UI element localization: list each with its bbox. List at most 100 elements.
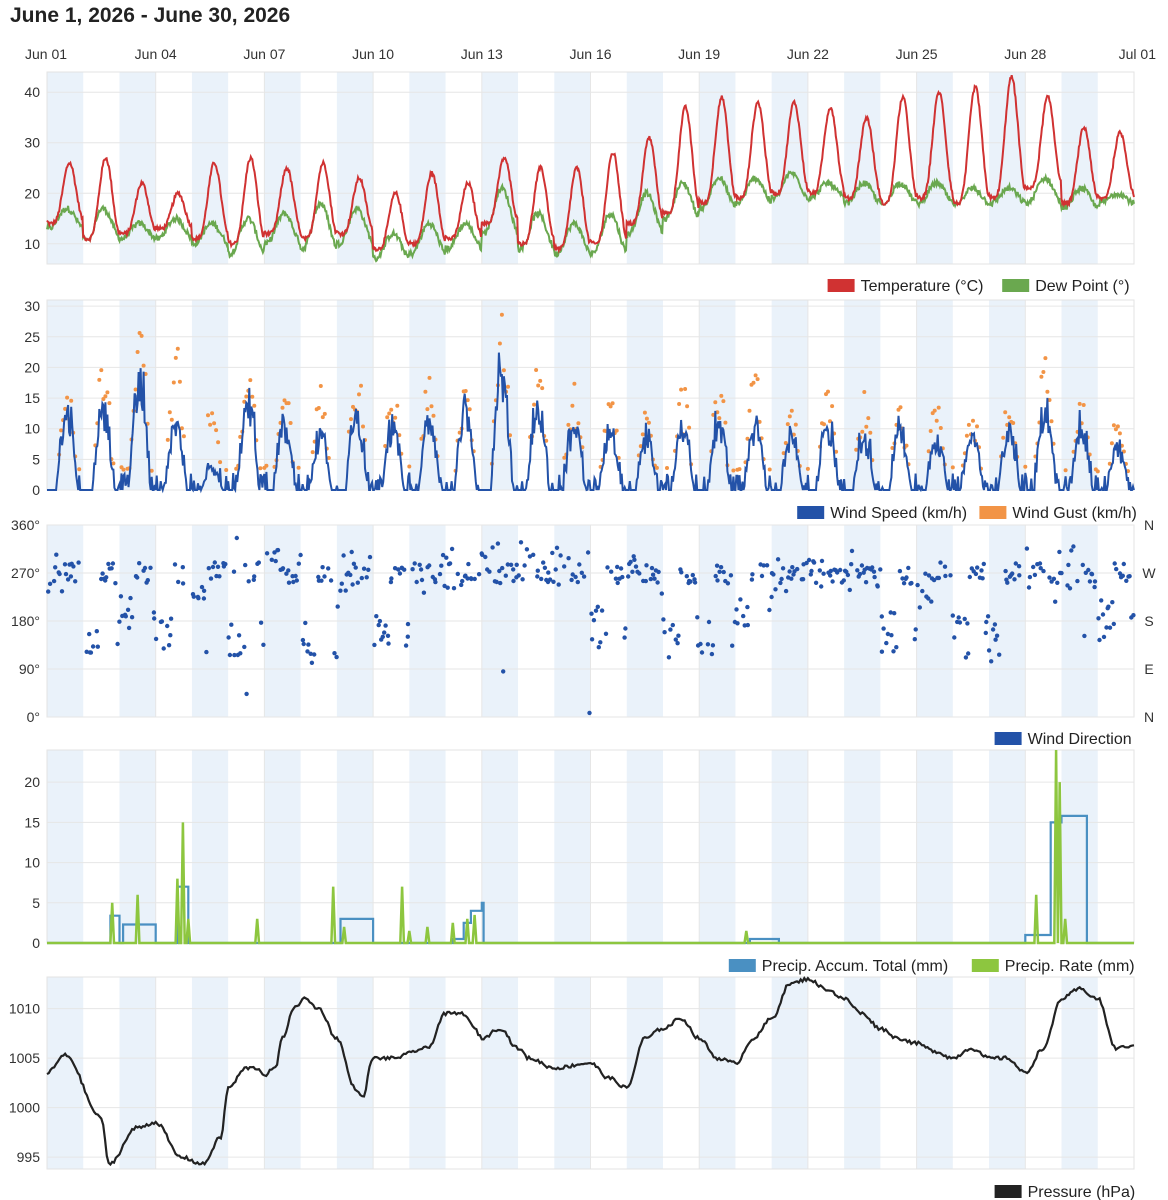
wind-direction-point <box>613 576 619 581</box>
wind-direction-point <box>717 569 722 574</box>
day-band <box>916 300 953 490</box>
wind-gust-point <box>747 408 752 413</box>
wind-gust-point <box>149 468 154 473</box>
legend-swatch <box>827 279 855 292</box>
wind-direction-point <box>1003 568 1008 574</box>
wind-gust-point <box>316 406 321 410</box>
wind-direction-point <box>196 596 201 601</box>
wind-direction-point <box>1005 580 1010 585</box>
wind-direction-point <box>480 552 485 557</box>
y-tick-label: 30 <box>24 298 40 314</box>
wind-direction-point <box>242 644 247 650</box>
wind-direction-point <box>244 691 249 697</box>
wind-direction-point <box>433 579 438 585</box>
wind-direction-point <box>296 561 301 566</box>
wind-direction-point <box>644 563 649 568</box>
wind-direction-point <box>714 563 720 568</box>
wind-direction-point <box>1024 546 1030 551</box>
wind-direction-point <box>172 562 178 567</box>
wind-direction-point <box>487 569 492 574</box>
wind-direction-point <box>176 579 181 585</box>
wind-direction-point <box>800 577 806 582</box>
wind-direction-point <box>396 567 401 572</box>
wind-direction-point <box>115 641 120 647</box>
wind-direction-point <box>900 576 905 581</box>
wind-direction-point <box>967 574 972 580</box>
wind-gust-point <box>296 465 301 470</box>
wind-direction-point <box>90 644 96 649</box>
wind-direction-point <box>749 577 755 582</box>
wind-gust-point <box>834 449 839 454</box>
day-band <box>771 72 808 264</box>
x-tick-label: Jun 10 <box>352 46 394 62</box>
y-tick-label: 0 <box>32 482 40 498</box>
wind-direction-point <box>46 589 51 594</box>
wind-direction-point <box>374 614 379 619</box>
wind-direction-point <box>595 604 600 609</box>
wind-gust-point <box>723 420 728 425</box>
wind-direction-point <box>227 652 233 658</box>
day-band <box>1061 300 1098 490</box>
wind-direction-point <box>236 633 242 638</box>
day-band <box>1061 750 1098 943</box>
wind-direction-point <box>520 577 525 582</box>
wind-gust-point <box>1043 356 1048 361</box>
wind-direction-point <box>738 597 743 602</box>
wind-direction-point <box>668 627 673 632</box>
wind-direction-point <box>808 572 813 577</box>
wind-direction-point <box>769 594 774 600</box>
wind-direction-point <box>652 576 657 581</box>
y-tick-label: 5 <box>32 451 40 467</box>
wind-direction-point <box>556 582 561 587</box>
day-band <box>916 72 953 264</box>
wind-direction-point <box>372 642 377 648</box>
wind-direction-point <box>721 569 726 575</box>
wind-direction-point <box>319 578 324 583</box>
wind-direction-point <box>650 572 656 577</box>
wind-gust-point <box>789 408 794 413</box>
wind-gust-point <box>614 428 619 433</box>
wind-gust-point <box>1109 441 1114 446</box>
wind-direction-point <box>217 574 222 579</box>
wind-direction-point <box>125 607 131 612</box>
wind-direction-point <box>348 572 353 578</box>
wind-direction-point <box>500 565 505 571</box>
wind-gust-point <box>111 461 116 466</box>
wind-direction-point <box>558 553 563 558</box>
wind-gust-point <box>830 404 835 409</box>
day-band <box>191 72 229 264</box>
wind-direction-point <box>838 567 843 573</box>
wind-direction-point <box>326 566 331 571</box>
wind-gust-point <box>224 468 229 472</box>
wind-gust-point <box>1113 427 1118 432</box>
wind-gust-point <box>1117 431 1122 436</box>
legend-label: Precip. Rate (mm) <box>1005 958 1135 975</box>
wind-direction-point <box>1016 564 1022 569</box>
wind-direction-point <box>761 563 766 568</box>
precip-rate-line <box>47 749 1134 945</box>
wind-gust-point <box>63 406 68 411</box>
wind-direction-point <box>892 611 897 616</box>
wind-direction-point <box>490 545 495 550</box>
wind-direction-point <box>715 578 720 583</box>
wind-direction-point <box>472 576 477 582</box>
wind-direction-point <box>878 567 883 572</box>
day-band <box>626 72 663 264</box>
wind-direction-point <box>447 561 453 566</box>
wind-direction-point <box>1055 580 1060 585</box>
wind-gust-point <box>745 436 750 441</box>
wind-gust-point <box>975 424 979 429</box>
wind-direction-point <box>366 567 371 572</box>
wind-direction-point <box>343 588 348 593</box>
wind-direction-point <box>885 631 891 637</box>
wind-direction-point <box>231 569 237 574</box>
wind-direction-point <box>1038 566 1043 571</box>
wind-direction-point <box>894 645 899 650</box>
wind-direction-point <box>286 580 292 585</box>
wind-gust-point <box>1011 421 1016 425</box>
wind-direction-point <box>684 574 689 579</box>
wind-direction-point <box>293 573 298 579</box>
day-band <box>699 750 736 943</box>
wind-gust-point <box>890 446 895 450</box>
wind-direction-point <box>1106 604 1111 609</box>
